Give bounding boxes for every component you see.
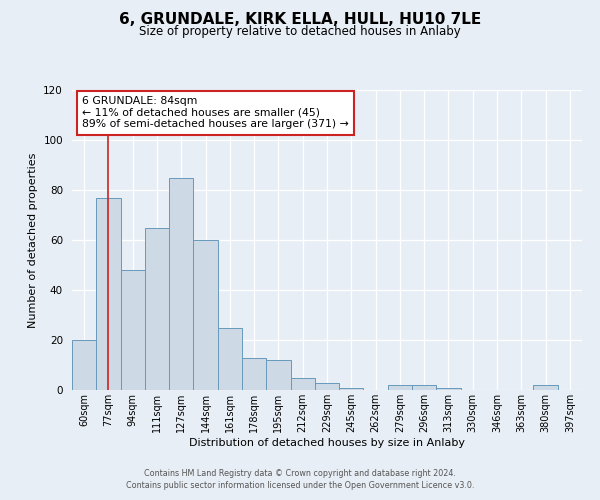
- Bar: [193, 240, 218, 390]
- Bar: [315, 382, 339, 390]
- Bar: [388, 385, 412, 390]
- X-axis label: Distribution of detached houses by size in Anlaby: Distribution of detached houses by size …: [189, 438, 465, 448]
- Bar: [436, 388, 461, 390]
- Bar: [218, 328, 242, 390]
- Text: 6, GRUNDALE, KIRK ELLA, HULL, HU10 7LE: 6, GRUNDALE, KIRK ELLA, HULL, HU10 7LE: [119, 12, 481, 28]
- Text: Contains HM Land Registry data © Crown copyright and database right 2024.: Contains HM Land Registry data © Crown c…: [144, 468, 456, 477]
- Text: 6 GRUNDALE: 84sqm
← 11% of detached houses are smaller (45)
89% of semi-detached: 6 GRUNDALE: 84sqm ← 11% of detached hous…: [82, 96, 349, 129]
- Bar: [412, 385, 436, 390]
- Bar: [242, 358, 266, 390]
- Text: Size of property relative to detached houses in Anlaby: Size of property relative to detached ho…: [139, 25, 461, 38]
- Bar: [533, 385, 558, 390]
- Bar: [145, 228, 169, 390]
- Bar: [169, 178, 193, 390]
- Text: Contains public sector information licensed under the Open Government Licence v3: Contains public sector information licen…: [126, 481, 474, 490]
- Bar: [339, 388, 364, 390]
- Bar: [290, 378, 315, 390]
- Bar: [96, 198, 121, 390]
- Bar: [121, 270, 145, 390]
- Bar: [72, 340, 96, 390]
- Bar: [266, 360, 290, 390]
- Y-axis label: Number of detached properties: Number of detached properties: [28, 152, 38, 328]
